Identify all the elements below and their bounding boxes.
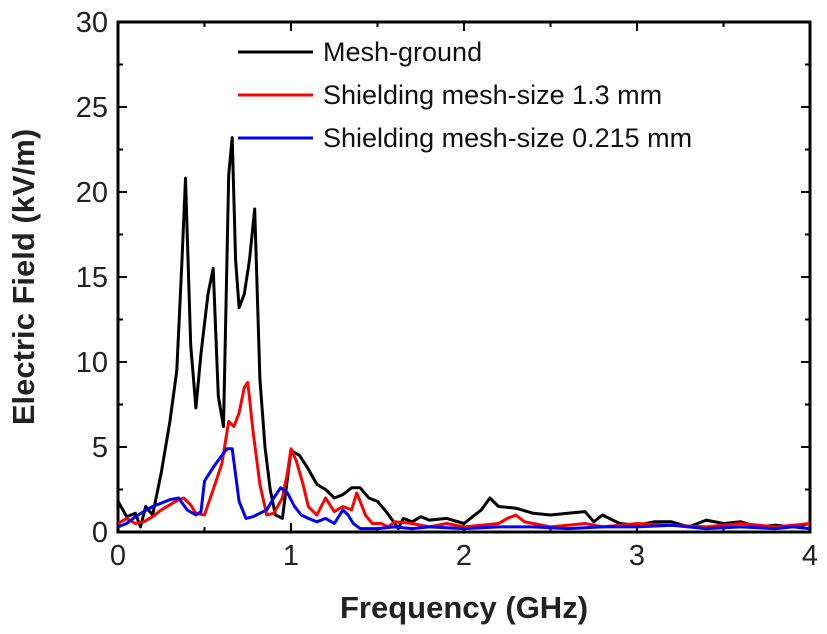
- x-tick-label: 1: [283, 540, 299, 572]
- y-tick-label: 0: [92, 517, 108, 549]
- y-axis-title: Electric Field (kV/m): [6, 129, 41, 425]
- y-tick-label: 20: [76, 177, 108, 209]
- y-tick-label: 30: [76, 7, 108, 39]
- x-tick-label: 2: [456, 540, 472, 572]
- y-tick-label: 5: [92, 432, 108, 464]
- y-tick-label: 25: [76, 92, 108, 124]
- legend-label: Shielding mesh-size 1.3 mm: [323, 80, 662, 110]
- y-tick-label: 10: [76, 347, 108, 379]
- y-tick-label: 15: [76, 262, 108, 294]
- x-tick-label: 0: [110, 540, 126, 572]
- series-layer: [116, 136, 811, 531]
- x-tick-label: 4: [802, 540, 818, 572]
- x-tick-label: 3: [629, 540, 645, 572]
- legend-label: Shielding mesh-size 0.215 mm: [323, 123, 692, 153]
- x-axis-title: Frequency (GHz): [340, 590, 588, 625]
- legend: Mesh-ground Shielding mesh-size 1.3 mm Shi…: [238, 37, 692, 153]
- series-line-1: [116, 136, 811, 531]
- series-line-3: [117, 447, 811, 531]
- legend-label: Mesh-ground: [323, 37, 482, 67]
